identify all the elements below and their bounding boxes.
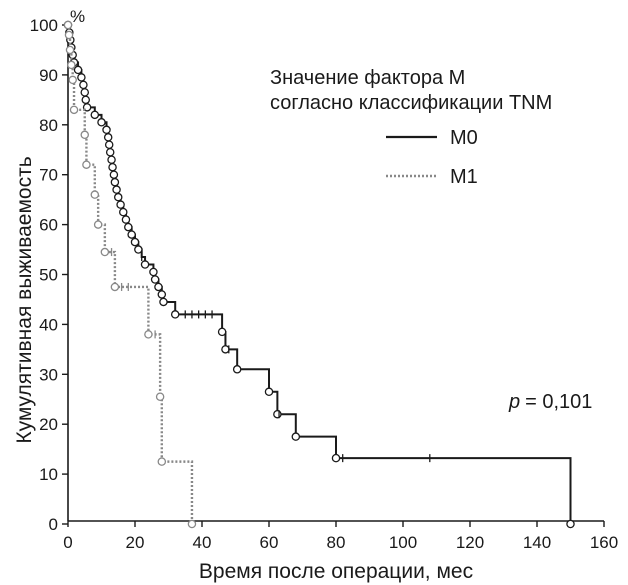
legend: Значение фактора M согласно классификаци… [270, 67, 552, 188]
y-tick-label: 100 [30, 16, 58, 35]
event-marker-m0 [159, 297, 168, 307]
event-marker-m1 [144, 330, 153, 339]
event-marker-m0 [150, 275, 160, 284]
event-marker-m0 [140, 260, 150, 269]
x-tick-label: 160 [590, 533, 618, 552]
event-marker-m0 [232, 365, 242, 374]
series-m0 [63, 20, 575, 529]
event-marker-m0 [291, 432, 301, 441]
x-tick-label: 80 [327, 533, 346, 552]
event-marker-m0 [217, 327, 227, 337]
event-marker-m1 [93, 220, 103, 229]
event-marker-m1 [155, 392, 165, 402]
event-marker-m0 [264, 387, 274, 397]
event-marker-m0 [81, 95, 91, 105]
p-symbol: p [508, 391, 520, 413]
y-tick-label: 90 [39, 66, 58, 85]
y-tick-label: 50 [39, 266, 58, 285]
event-marker-m0 [566, 519, 575, 529]
y-tick-label: 70 [39, 166, 58, 185]
legend-title-line2: согласно классификации TNM [270, 92, 552, 114]
y-tick-label: 10 [39, 465, 58, 484]
event-marker-m0 [107, 155, 116, 164]
legend-label-m1: M1 [450, 166, 478, 188]
legend-label-m0: M0 [450, 127, 478, 149]
y-unit-label: % [70, 7, 85, 26]
event-marker-m0 [170, 310, 180, 319]
event-marker-m1 [82, 160, 91, 169]
x-tick-label: 120 [456, 533, 484, 552]
event-marker-m0 [154, 282, 163, 292]
ticks: 0 20 40 60 80 100 120 140 160 0 10 20 30 40 50 60 70 80 90… [30, 16, 619, 552]
event-marker-m1 [69, 105, 79, 115]
event-marker-m0 [80, 88, 90, 97]
x-tick-label: 140 [523, 533, 551, 552]
event-marker-m0 [121, 215, 131, 224]
event-marker-m0 [73, 65, 83, 75]
event-marker-m1 [110, 282, 120, 292]
event-marker-m0 [103, 133, 113, 142]
event-marker-m0 [134, 245, 143, 254]
event-marker-m1 [90, 190, 100, 199]
event-marker-m0 [90, 110, 100, 120]
event-marker-m0 [127, 230, 136, 239]
x-tick-label: 20 [126, 533, 145, 552]
event-marker-m0 [157, 290, 167, 299]
x-axis-title: Время после операции, мес [199, 560, 473, 583]
event-marker-m0 [108, 162, 117, 172]
event-marker-m1 [64, 30, 74, 40]
event-marker-m1 [187, 519, 197, 529]
x-tick-label: 60 [260, 533, 279, 552]
y-tick-label: 30 [39, 365, 58, 384]
x-tick-label: 40 [193, 533, 212, 552]
series-layer [63, 20, 575, 529]
event-marker-m0 [116, 200, 125, 209]
event-marker-m0 [130, 237, 140, 247]
series-m1 [63, 20, 197, 529]
event-marker-m0 [124, 222, 133, 232]
event-marker-m0 [77, 73, 86, 82]
event-marker-m0 [110, 177, 120, 187]
event-marker-m0 [331, 453, 341, 463]
y-axis-title: Кумулятивная выживаемость [13, 156, 36, 443]
event-marker-m0 [97, 118, 106, 127]
p-value-text: = 0,101 [525, 391, 592, 413]
event-marker-m0 [105, 147, 115, 157]
y-tick-label: 40 [39, 315, 58, 334]
y-tick-label: 60 [39, 216, 58, 235]
x-tick-label: 0 [63, 533, 72, 552]
event-marker-m0 [104, 140, 114, 150]
event-marker-m0 [102, 125, 111, 135]
p-value-annotation: p = 0,101 [508, 391, 592, 413]
x-tick-label: 100 [389, 533, 417, 552]
event-marker-m0 [119, 207, 128, 217]
event-marker-m1 [68, 75, 77, 85]
event-marker-m0 [79, 80, 88, 90]
event-marker-m1 [100, 247, 110, 257]
event-marker-m0 [273, 409, 282, 419]
event-marker-m0 [114, 192, 123, 202]
event-marker-m1 [65, 45, 75, 55]
y-tick-label: 20 [39, 415, 58, 434]
event-marker-m1 [80, 130, 90, 140]
event-marker-m0 [112, 185, 121, 194]
y-tick-label: 0 [49, 515, 58, 534]
legend-title-line1: Значение фактора M [270, 67, 465, 89]
event-marker-m0 [109, 170, 119, 179]
y-tick-label: 80 [39, 116, 58, 135]
event-marker-m0 [221, 345, 230, 354]
event-marker-m1 [157, 457, 167, 466]
event-marker-m1 [67, 60, 76, 70]
event-marker-m0 [149, 267, 158, 277]
event-marker-m1 [63, 20, 73, 30]
